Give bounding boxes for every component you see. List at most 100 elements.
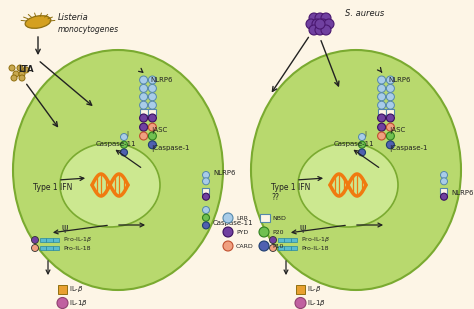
Circle shape bbox=[148, 101, 156, 109]
Circle shape bbox=[386, 114, 394, 122]
Bar bbox=[378, 109, 386, 115]
Circle shape bbox=[312, 19, 322, 29]
Bar bbox=[46, 246, 53, 250]
Text: |: | bbox=[126, 130, 128, 136]
Circle shape bbox=[148, 141, 156, 149]
Bar bbox=[202, 188, 210, 194]
Circle shape bbox=[270, 236, 276, 243]
Text: Caspase-11: Caspase-11 bbox=[334, 141, 374, 147]
Circle shape bbox=[120, 133, 128, 141]
Circle shape bbox=[440, 178, 447, 185]
Text: NLRP6: NLRP6 bbox=[451, 190, 474, 196]
Circle shape bbox=[120, 141, 128, 148]
Circle shape bbox=[140, 93, 147, 101]
Text: IL-1$\beta$: IL-1$\beta$ bbox=[307, 298, 326, 308]
Circle shape bbox=[358, 149, 365, 156]
Circle shape bbox=[148, 123, 156, 131]
Ellipse shape bbox=[60, 143, 160, 227]
Circle shape bbox=[386, 101, 394, 109]
Text: Pro-IL-18: Pro-IL-18 bbox=[301, 245, 328, 251]
Text: IL-1$\beta$: IL-1$\beta$ bbox=[69, 298, 88, 308]
Text: NLRP6: NLRP6 bbox=[150, 77, 173, 83]
Text: PYD: PYD bbox=[236, 230, 248, 235]
Circle shape bbox=[386, 141, 394, 149]
Circle shape bbox=[378, 84, 386, 92]
Text: S. aureus: S. aureus bbox=[345, 9, 384, 18]
Text: NLRP6: NLRP6 bbox=[213, 170, 236, 176]
Text: |ASC: |ASC bbox=[389, 126, 405, 133]
Circle shape bbox=[120, 149, 128, 156]
Bar bbox=[284, 246, 291, 250]
Circle shape bbox=[223, 213, 233, 223]
Circle shape bbox=[440, 193, 447, 200]
Circle shape bbox=[31, 244, 38, 252]
Ellipse shape bbox=[13, 50, 223, 290]
Circle shape bbox=[318, 19, 328, 29]
Text: Pro-IL-1$\beta$: Pro-IL-1$\beta$ bbox=[63, 235, 93, 244]
Circle shape bbox=[148, 76, 156, 84]
Bar bbox=[284, 238, 291, 242]
Circle shape bbox=[140, 76, 147, 84]
Text: ψ: ψ bbox=[62, 223, 68, 233]
Circle shape bbox=[13, 71, 19, 77]
Text: IL-$\beta$: IL-$\beta$ bbox=[307, 285, 322, 294]
Circle shape bbox=[309, 13, 319, 23]
Text: IL-$\beta$: IL-$\beta$ bbox=[69, 285, 84, 294]
Circle shape bbox=[386, 123, 394, 131]
Circle shape bbox=[202, 193, 210, 200]
Text: Type 1 IFN: Type 1 IFN bbox=[33, 183, 73, 192]
Text: Pro-IL-18: Pro-IL-18 bbox=[63, 245, 91, 251]
Text: Caspase-11: Caspase-11 bbox=[213, 220, 254, 226]
Circle shape bbox=[295, 298, 306, 308]
Bar bbox=[40, 238, 46, 242]
Circle shape bbox=[386, 93, 394, 101]
Circle shape bbox=[315, 19, 325, 29]
Text: |Caspase-1: |Caspase-1 bbox=[389, 146, 428, 153]
Bar bbox=[291, 238, 298, 242]
Circle shape bbox=[148, 84, 156, 92]
Circle shape bbox=[9, 65, 15, 71]
Circle shape bbox=[378, 93, 386, 101]
Circle shape bbox=[148, 132, 156, 140]
Text: Listeria: Listeria bbox=[58, 13, 89, 22]
Text: CARD: CARD bbox=[236, 243, 254, 248]
Bar bbox=[53, 246, 60, 250]
Circle shape bbox=[386, 132, 394, 140]
Circle shape bbox=[202, 171, 210, 179]
Circle shape bbox=[140, 123, 147, 131]
Circle shape bbox=[315, 25, 325, 35]
Bar bbox=[140, 109, 147, 115]
Text: ??: ?? bbox=[271, 193, 279, 202]
Bar bbox=[148, 109, 156, 115]
Text: NLRP6: NLRP6 bbox=[388, 77, 410, 83]
Bar bbox=[58, 285, 67, 294]
Circle shape bbox=[223, 227, 233, 237]
Circle shape bbox=[358, 133, 365, 141]
Circle shape bbox=[309, 25, 319, 35]
Circle shape bbox=[378, 114, 386, 122]
Circle shape bbox=[31, 236, 38, 243]
Bar bbox=[440, 188, 447, 194]
Circle shape bbox=[140, 114, 147, 122]
Circle shape bbox=[223, 241, 233, 251]
Text: LTA: LTA bbox=[18, 65, 34, 74]
Text: |Caspase-1: |Caspase-1 bbox=[151, 146, 190, 153]
Circle shape bbox=[378, 76, 386, 84]
Bar bbox=[260, 214, 270, 222]
Circle shape bbox=[315, 13, 325, 23]
Bar bbox=[278, 238, 284, 242]
Circle shape bbox=[202, 178, 210, 185]
Circle shape bbox=[378, 123, 386, 131]
Circle shape bbox=[202, 222, 210, 229]
Circle shape bbox=[324, 19, 334, 29]
Circle shape bbox=[17, 65, 23, 71]
Circle shape bbox=[321, 25, 331, 35]
Text: monocytogenes: monocytogenes bbox=[58, 25, 119, 34]
Circle shape bbox=[148, 93, 156, 101]
Circle shape bbox=[140, 84, 147, 92]
Text: |: | bbox=[364, 130, 366, 136]
Circle shape bbox=[358, 141, 365, 148]
Text: P20: P20 bbox=[272, 230, 283, 235]
Circle shape bbox=[259, 227, 269, 237]
Circle shape bbox=[440, 171, 447, 179]
